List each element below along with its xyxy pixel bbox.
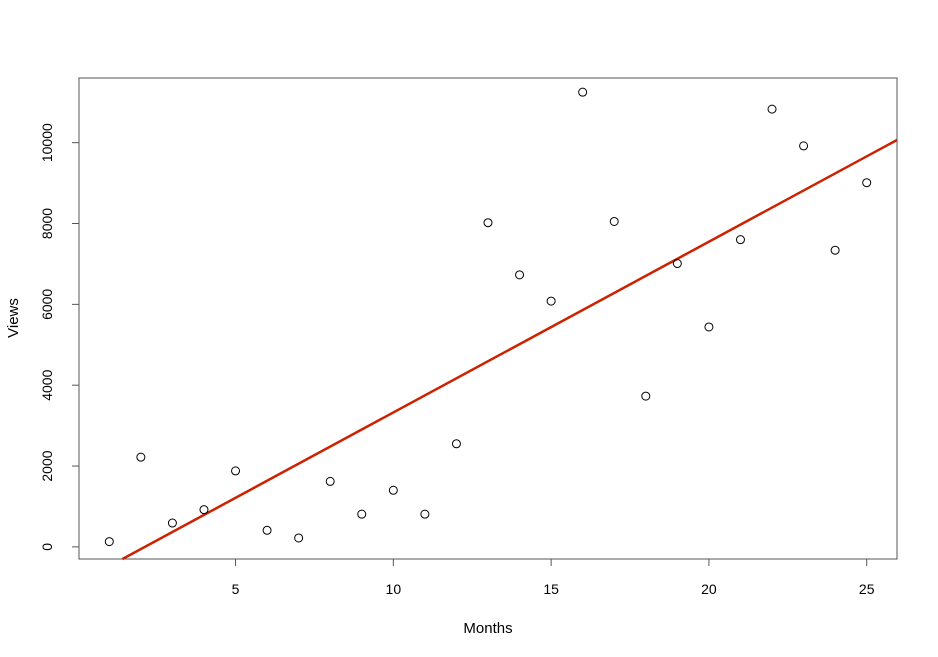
data-point — [388, 485, 398, 495]
x-tick-label: 5 — [232, 581, 240, 597]
points-layer — [104, 87, 872, 547]
data-point — [483, 218, 493, 228]
data-point — [609, 216, 619, 226]
data-point — [262, 525, 272, 535]
data-point — [735, 235, 745, 245]
data-point — [767, 104, 777, 114]
data-point — [451, 439, 461, 449]
data-point — [325, 476, 335, 486]
data-point — [672, 259, 682, 269]
data-point — [104, 537, 114, 547]
data-point — [641, 391, 651, 401]
data-point — [515, 270, 525, 280]
data-point — [862, 178, 872, 188]
y-axis-label: Views — [5, 298, 22, 338]
x-tick-label: 15 — [543, 581, 559, 597]
data-point — [294, 533, 304, 543]
data-point — [799, 141, 809, 151]
data-point — [830, 245, 840, 255]
plot-frame — [78, 77, 898, 560]
data-point — [357, 509, 367, 519]
data-point — [704, 322, 714, 332]
trend-layer — [121, 138, 898, 561]
y-tick-label: 10000 — [39, 123, 55, 162]
data-point — [231, 466, 241, 476]
y-tick-label: 6000 — [39, 289, 55, 320]
data-point — [199, 505, 209, 515]
x-tick-label: 20 — [701, 581, 717, 597]
data-point — [420, 509, 430, 519]
data-point — [578, 87, 588, 97]
data-point — [167, 518, 177, 528]
y-axis: 0 2000 4000 6000 8000 10000 — [39, 123, 80, 551]
x-tick-label: 25 — [859, 581, 875, 597]
data-point — [546, 296, 556, 306]
y-tick-label: 8000 — [39, 208, 55, 239]
x-tick-label: 10 — [386, 581, 402, 597]
data-point — [136, 452, 146, 462]
x-axis: 5 10 15 20 25 — [232, 558, 875, 597]
y-tick-label: 0 — [39, 543, 55, 551]
y-tick-label: 2000 — [39, 450, 55, 481]
y-tick-label: 4000 — [39, 369, 55, 400]
trend-line — [121, 138, 898, 561]
x-axis-label: Months — [463, 620, 512, 637]
